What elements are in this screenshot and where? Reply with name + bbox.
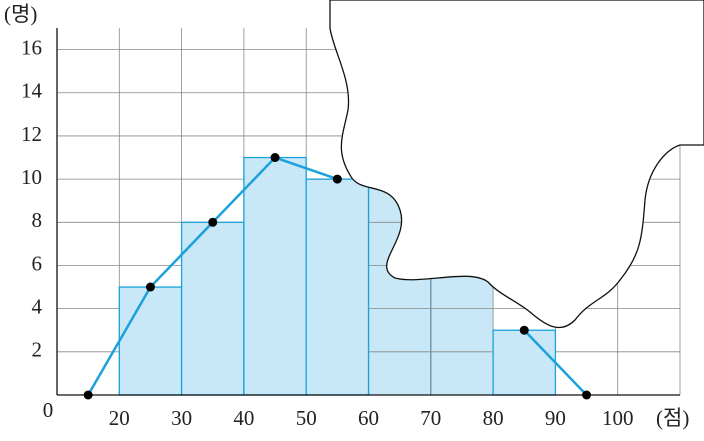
x-tick-label: 30 — [171, 406, 192, 430]
origin-label: 0 — [43, 398, 54, 422]
x-tick-label: 60 — [358, 406, 379, 430]
polygon-point — [519, 325, 529, 335]
bar — [243, 156, 307, 396]
x-tick-label: 90 — [545, 406, 566, 430]
bar — [118, 286, 183, 396]
y-tick-label: 10 — [21, 165, 42, 189]
polygon-point — [270, 153, 280, 163]
torn-edge — [329, 0, 704, 329]
polygon-point — [582, 390, 592, 400]
y-tick-label: 4 — [32, 294, 43, 318]
polygon-point — [332, 174, 342, 184]
x-tick-label: 70 — [420, 406, 441, 430]
y-tick-label: 2 — [32, 338, 43, 362]
polygon-point — [208, 217, 218, 227]
y-tick-label: 6 — [32, 251, 43, 275]
x-tick-label: 20 — [109, 406, 130, 430]
x-axis-label: (점) — [656, 406, 689, 430]
y-tick-label: 16 — [21, 35, 42, 59]
bar — [492, 329, 557, 396]
x-tick-label: 100 — [602, 406, 634, 430]
y-axis-label: (명) — [4, 2, 37, 26]
y-tick-label: 8 — [32, 208, 43, 232]
x-tick-label: 40 — [233, 406, 254, 430]
y-tick-label: 14 — [21, 79, 43, 103]
bar — [305, 178, 370, 396]
bar — [180, 221, 245, 396]
x-tick-label: 80 — [483, 406, 504, 430]
x-tick-label: 50 — [296, 406, 317, 430]
polygon-point — [145, 282, 155, 292]
polygon-line — [523, 329, 588, 396]
y-tick-label: 12 — [21, 122, 42, 146]
polygon-point — [83, 390, 93, 400]
